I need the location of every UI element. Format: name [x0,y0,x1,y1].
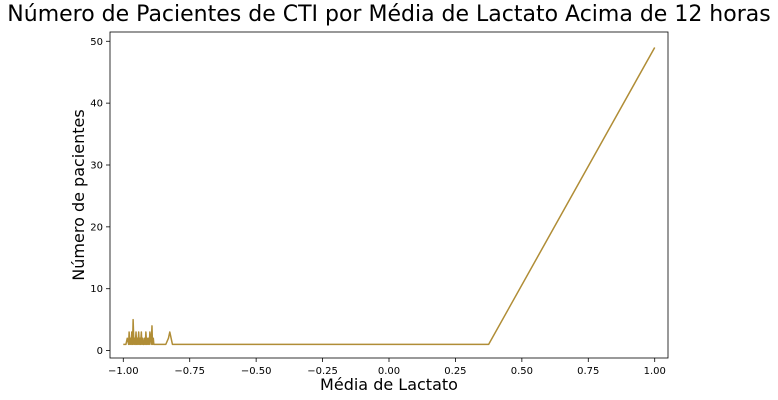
y-tick-label: 30 [90,160,103,171]
y-axis-ticks: 0 10 20 30 40 50 [90,37,110,357]
y-axis-label: Número de pacientes [69,109,88,280]
y-tick-label: 20 [90,222,103,233]
y-tick-label: 10 [90,284,103,295]
plot-area [109,31,669,359]
x-tick-label: 0.75 [577,366,599,377]
y-tick-label: 40 [90,99,103,110]
x-axis-label: Média de Lactato [320,375,458,394]
chart-title: Número de Pacientes de CTI por Média de … [7,2,771,27]
x-tick-label: −0.25 [307,366,338,377]
x-tick-label: 0.00 [378,366,400,377]
y-tick-label: 0 [97,346,103,357]
series-line [123,47,656,346]
x-tick-label: −0.50 [241,366,272,377]
x-tick-label: 1.00 [644,366,666,377]
x-tick-label: −0.75 [174,366,205,377]
x-tick-label: 0.50 [511,366,533,377]
x-axis-ticks: −1.00 −0.75 −0.50 −0.25 0.00 0.25 0.50 0.75 1.00 [108,358,666,377]
y-tick-label: 50 [90,37,103,48]
x-tick-label: 0.25 [444,366,466,377]
x-tick-label: −1.00 [108,366,139,377]
